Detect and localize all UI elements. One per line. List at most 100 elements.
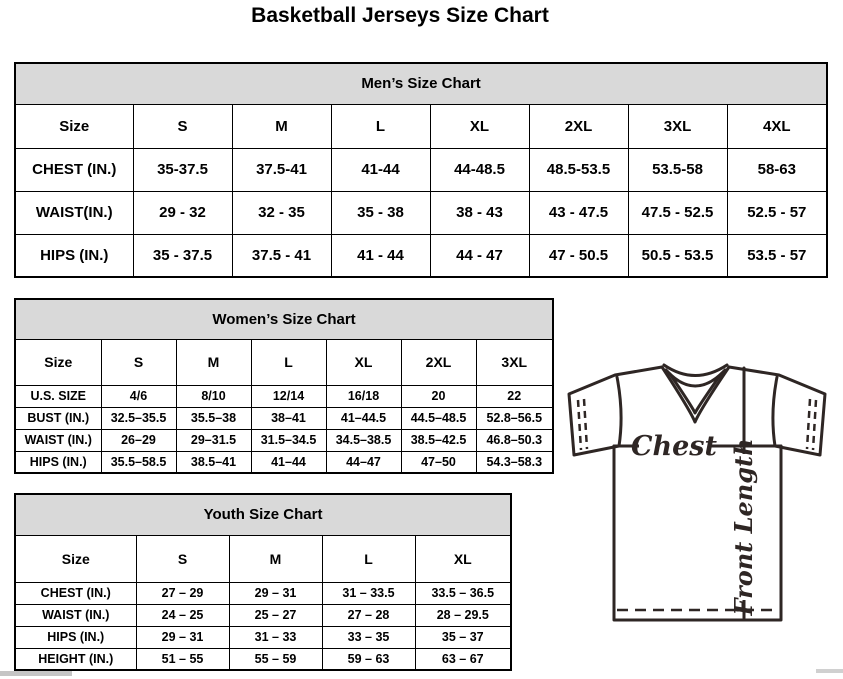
size-column-header: S bbox=[132, 103, 233, 149]
size-column-header: M bbox=[228, 534, 323, 583]
measurement-cell: 38 - 43 bbox=[429, 190, 530, 235]
measurement-cell: 20 bbox=[400, 384, 477, 408]
row-label: HEIGHT (IN.) bbox=[14, 647, 137, 671]
measurement-cell: 27 – 28 bbox=[321, 603, 416, 627]
measurement-cell: 48.5-53.5 bbox=[528, 147, 629, 192]
measurement-cell: 44–47 bbox=[325, 450, 402, 474]
front-length-label: Front Length bbox=[729, 438, 758, 616]
measurement-cell: 51 – 55 bbox=[135, 647, 230, 671]
measurement-cell: 47.5 - 52.5 bbox=[627, 190, 728, 235]
table-row: WAIST (IN.) 26–29 29–31.5 31.5–34.5 34.5… bbox=[14, 428, 554, 452]
mens-table-header-band: Men’s Size Chart bbox=[14, 62, 828, 105]
size-label: Size bbox=[14, 534, 137, 583]
measurement-cell: 28 – 29.5 bbox=[414, 603, 512, 627]
measurement-cell: 33.5 – 36.5 bbox=[414, 581, 512, 605]
measurement-cell: 25 – 27 bbox=[228, 603, 323, 627]
measurement-cell: 35 - 37.5 bbox=[132, 233, 233, 278]
size-column-header: 4XL bbox=[726, 103, 828, 149]
womens-size-table: Women’s Size Chart Size S M L XL 2XL 3XL… bbox=[14, 298, 555, 474]
measurement-cell: 26–29 bbox=[100, 428, 177, 452]
row-label: WAIST (IN.) bbox=[14, 603, 137, 627]
measurement-cell: 29 – 31 bbox=[228, 581, 323, 605]
table-row: WAIST (IN.) 24 – 25 25 – 27 27 – 28 28 –… bbox=[14, 603, 512, 627]
measurement-cell: 55 – 59 bbox=[228, 647, 323, 671]
table-row: HIPS (IN.) 35 - 37.5 37.5 - 41 41 - 44 4… bbox=[14, 233, 828, 278]
measurement-cell: 52.8–56.5 bbox=[475, 406, 554, 430]
jersey-measurement-diagram: Chest Front Length bbox=[567, 363, 827, 622]
measurement-cell: 32 - 35 bbox=[231, 190, 332, 235]
measurement-cell: 41 - 44 bbox=[330, 233, 431, 278]
measurement-cell: 16/18 bbox=[325, 384, 402, 408]
row-label: HIPS (IN.) bbox=[14, 625, 137, 649]
measurement-cell: 8/10 bbox=[175, 384, 252, 408]
table-row: HIPS (IN.) 29 – 31 31 – 33 33 – 35 35 – … bbox=[14, 625, 512, 649]
table-row: CHEST (IN.) 35-37.5 37.5-41 41-44 44-48.… bbox=[14, 147, 828, 192]
measurement-cell: 44 - 47 bbox=[429, 233, 530, 278]
row-label: U.S. SIZE bbox=[14, 384, 102, 408]
measurement-cell: 32.5–35.5 bbox=[100, 406, 177, 430]
womens-table-title: Women’s Size Chart bbox=[14, 298, 554, 340]
row-label: WAIST (IN.) bbox=[14, 428, 102, 452]
measurement-cell: 27 – 29 bbox=[135, 581, 230, 605]
size-column-header: XL bbox=[325, 338, 402, 386]
measurement-cell: 29–31.5 bbox=[175, 428, 252, 452]
size-column-header: S bbox=[100, 338, 177, 386]
table-row: WAIST(IN.) 29 - 32 32 - 35 35 - 38 38 - … bbox=[14, 190, 828, 235]
measurement-cell: 12/14 bbox=[250, 384, 327, 408]
measurement-cell: 63 – 67 bbox=[414, 647, 512, 671]
measurement-cell: 43 - 47.5 bbox=[528, 190, 629, 235]
size-column-header: M bbox=[175, 338, 252, 386]
measurement-cell: 35-37.5 bbox=[132, 147, 233, 192]
horizontal-scrollbar-thumb-right[interactable] bbox=[816, 669, 843, 673]
size-column-header: L bbox=[321, 534, 416, 583]
row-label: CHEST (IN.) bbox=[14, 581, 137, 605]
mens-table-title: Men’s Size Chart bbox=[14, 62, 828, 105]
measurement-cell: 44.5–48.5 bbox=[400, 406, 477, 430]
mens-size-header-row: Size S M L XL 2XL 3XL 4XL bbox=[14, 103, 828, 149]
measurement-cell: 35 – 37 bbox=[414, 625, 512, 649]
measurement-cell: 47 - 50.5 bbox=[528, 233, 629, 278]
youth-table-header-band: Youth Size Chart bbox=[14, 493, 512, 536]
right-cuff-dashed-line bbox=[811, 399, 818, 451]
womens-size-header-row: Size S M L XL 2XL 3XL bbox=[14, 338, 554, 386]
measurement-cell: 41-44 bbox=[330, 147, 431, 192]
table-row: HIPS (IN.) 35.5–58.5 38.5–41 41–44 44–47… bbox=[14, 450, 554, 474]
size-column-header: L bbox=[330, 103, 431, 149]
measurement-cell: 59 – 63 bbox=[321, 647, 416, 671]
measurement-cell: 37.5-41 bbox=[231, 147, 332, 192]
measurement-cell: 46.8–50.3 bbox=[475, 428, 554, 452]
measurement-cell: 38.5–41 bbox=[175, 450, 252, 474]
jersey-outline bbox=[567, 365, 664, 457]
size-column-header: XL bbox=[429, 103, 530, 149]
measurement-cell: 41–44 bbox=[250, 450, 327, 474]
table-row: CHEST (IN.) 27 – 29 29 – 31 31 – 33.5 33… bbox=[14, 581, 512, 605]
measurement-cell: 34.5–38.5 bbox=[325, 428, 402, 452]
measurement-cell: 29 – 31 bbox=[135, 625, 230, 649]
youth-size-header-row: Size S M L XL bbox=[14, 534, 512, 583]
left-cuff-dashed-line bbox=[576, 399, 583, 451]
youth-table-title: Youth Size Chart bbox=[14, 493, 512, 536]
measurement-cell: 50.5 - 53.5 bbox=[627, 233, 728, 278]
measurement-cell: 31.5–34.5 bbox=[250, 428, 327, 452]
row-label: HIPS (IN.) bbox=[14, 450, 102, 474]
measurement-cell: 35.5–58.5 bbox=[100, 450, 177, 474]
measurement-cell: 41–44.5 bbox=[325, 406, 402, 430]
chest-label: Chest bbox=[631, 431, 717, 462]
measurement-cell: 44-48.5 bbox=[429, 147, 530, 192]
page-title: Basketball Jerseys Size Chart bbox=[251, 4, 549, 27]
horizontal-scrollbar-thumb-left[interactable] bbox=[0, 671, 72, 676]
size-column-header: S bbox=[135, 534, 230, 583]
row-label: BUST (IN.) bbox=[14, 406, 102, 430]
youth-size-table: Youth Size Chart Size S M L XL CHEST (IN… bbox=[14, 493, 513, 671]
measurement-cell: 35.5–38 bbox=[175, 406, 252, 430]
measurement-cell: 52.5 - 57 bbox=[726, 190, 828, 235]
womens-table-header-band: Women’s Size Chart bbox=[14, 298, 554, 340]
measurement-cell: 37.5 - 41 bbox=[231, 233, 332, 278]
size-label: Size bbox=[14, 103, 134, 149]
size-column-header: 3XL bbox=[475, 338, 554, 386]
measurement-cell: 22 bbox=[475, 384, 554, 408]
measurement-cell: 38–41 bbox=[250, 406, 327, 430]
measurement-cell: 58-63 bbox=[726, 147, 828, 192]
table-row: HEIGHT (IN.) 51 – 55 55 – 59 59 – 63 63 … bbox=[14, 647, 512, 671]
size-column-header: 2XL bbox=[528, 103, 629, 149]
